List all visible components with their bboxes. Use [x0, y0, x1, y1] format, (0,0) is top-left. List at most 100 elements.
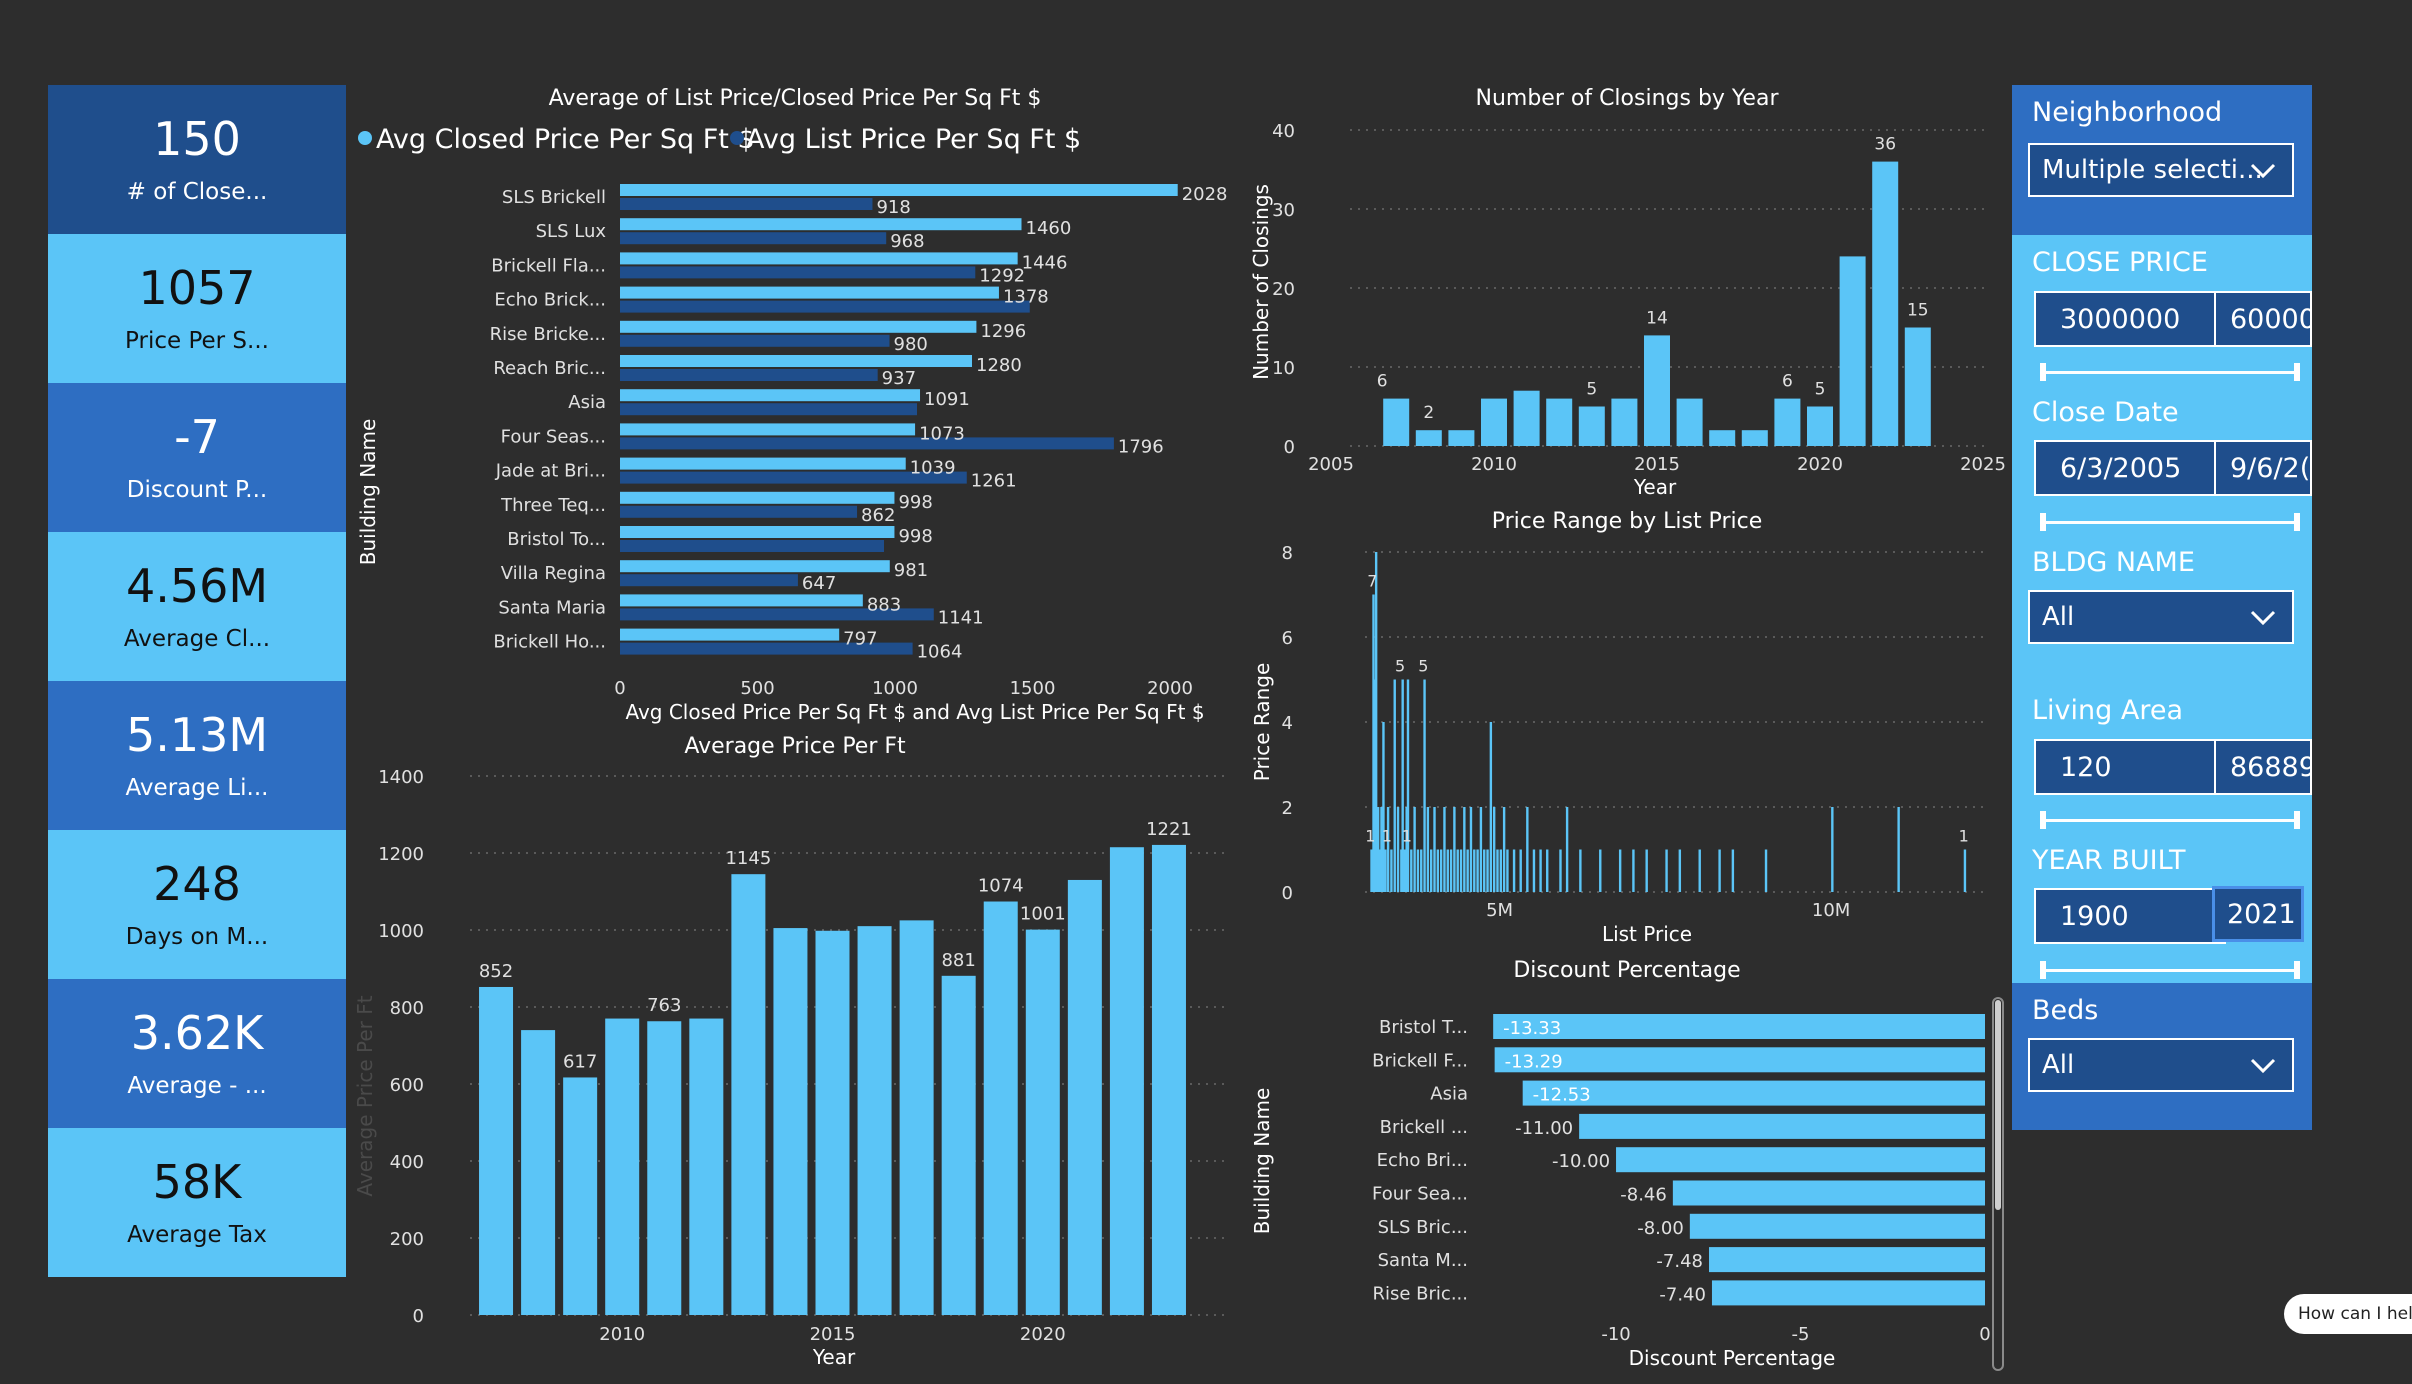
slider-handle-min[interactable] [2040, 363, 2046, 381]
kpi-card[interactable]: -7 Discount P... [48, 383, 346, 532]
slider-handle-min[interactable] [2040, 811, 2046, 829]
bar-closed [620, 560, 890, 573]
bar [1025, 929, 1060, 1315]
kpi-card[interactable]: 4.56M Average Cl... [48, 532, 346, 681]
slider-handle-max[interactable] [2294, 811, 2300, 829]
bar [1711, 1280, 1985, 1306]
bar [1963, 849, 1967, 892]
bar [1413, 807, 1416, 892]
bar [1390, 849, 1393, 892]
kpi-label: Average Li... [125, 774, 269, 801]
category-label: Rise Bric... [1373, 1283, 1469, 1304]
kpi-card[interactable]: 3.62K Average - ... [48, 979, 346, 1128]
bar [1373, 679, 1377, 892]
close-date-max-input[interactable]: 9/6/2( [2214, 440, 2312, 496]
bar-list [620, 505, 858, 518]
bar [1522, 1080, 1985, 1106]
bar [1383, 398, 1410, 446]
data-label: 15 [1907, 301, 1929, 321]
bar [1645, 849, 1648, 892]
beds-dropdown[interactable]: All [2028, 1038, 2294, 1092]
kpi-card[interactable]: 1057 Price Per S... [48, 234, 346, 383]
bar [1486, 849, 1489, 892]
y-tick-label: 1400 [378, 767, 424, 788]
scrollbar-thumb [1995, 1000, 2001, 1210]
bar [1546, 398, 1573, 446]
year-built-max-input[interactable]: 2021 [2212, 886, 2304, 942]
bar [815, 930, 850, 1315]
kpi-label: Price Per S... [125, 327, 269, 354]
bar [689, 1018, 724, 1315]
avg-price-per-ft-chart[interactable]: Average Price Per Ft 0 200 400 600 800 1000 120… [350, 726, 1240, 1376]
slider-handle-min[interactable] [2040, 513, 2046, 531]
living-area-max-input[interactable]: 86889 [2214, 739, 2312, 795]
data-label: 1 [1382, 827, 1392, 846]
kpi-label: Average Cl... [123, 625, 271, 652]
bar [1599, 849, 1602, 892]
y-tick-label: 40 [1272, 121, 1295, 142]
bar [1872, 161, 1899, 446]
bar [1448, 430, 1475, 446]
list-closed-ppsf-chart[interactable]: Average of List Price/Closed Price Per S… [350, 72, 1240, 732]
slider-handle-max[interactable] [2294, 363, 2300, 381]
data-label-closed: 1378 [1003, 287, 1049, 308]
slider-handle-max[interactable] [2294, 961, 2300, 979]
bar [1067, 879, 1102, 1315]
closings-by-year-chart[interactable]: Number of Closings by Year 0 10 20 30 40 6 2 5 14… [1245, 72, 2015, 502]
bar [1678, 849, 1682, 892]
data-label-list: 647 [802, 573, 836, 594]
bar-closed [620, 389, 921, 402]
bar [1439, 849, 1443, 892]
slicer-title: Beds [2032, 995, 2099, 1026]
help-chat-bubble[interactable]: How can I help [2284, 1294, 2412, 1334]
y-axis-label: Number of Closings [1249, 184, 1273, 380]
close-date-slider[interactable] [2040, 513, 2300, 531]
bar [1493, 1014, 1985, 1039]
y-tick-label: 1200 [378, 844, 424, 865]
data-label-closed: 1073 [919, 423, 965, 444]
bar [1386, 807, 1390, 892]
data-label-closed: 2028 [1182, 184, 1228, 205]
y-tick-label: 2 [1282, 798, 1293, 819]
bar-closed [620, 218, 1022, 231]
discount-pct-chart[interactable]: Discount Percentage Bristol T... -13.33 Bri… [1245, 946, 2015, 1384]
bar [1698, 849, 1701, 892]
living-area-slider[interactable] [2040, 811, 2300, 829]
close-price-slider[interactable] [2040, 363, 2300, 381]
data-label-closed: 1091 [924, 389, 970, 410]
x-tick-label: 2015 [1634, 454, 1680, 475]
kpi-card[interactable]: 5.13M Average Li... [48, 681, 346, 830]
y-tick-label: 0 [1284, 437, 1295, 458]
slider-handle-min[interactable] [2040, 961, 2046, 979]
bar [1456, 849, 1459, 892]
x-axis-label: Year [1633, 475, 1677, 499]
living-area-min-input[interactable]: 120 [2034, 739, 2226, 795]
bar-list [620, 642, 913, 655]
close-date-min-input[interactable]: 6/3/2005 [2034, 440, 2226, 496]
discount-pct-svg: Discount Percentage Bristol T... -13.33 Bri… [1250, 958, 2004, 1371]
kpi-card[interactable]: 150 # of Close... [48, 85, 346, 234]
bar [1401, 679, 1404, 892]
close-price-min-input[interactable]: 3000000 [2034, 291, 2226, 347]
bar-closed [620, 252, 1018, 265]
x-axis-label: Avg Closed Price Per Sq Ft $ and Avg Lis… [625, 700, 1204, 724]
bar [1415, 430, 1442, 446]
slider-handle-max[interactable] [2294, 513, 2300, 531]
bar-closed [620, 457, 906, 470]
neighborhood-dropdown[interactable]: Multiple selecti... [2028, 143, 2294, 197]
kpi-card[interactable]: 58K Average Tax [48, 1128, 346, 1277]
year-built-slider[interactable] [2040, 961, 2300, 979]
close-price-max-input[interactable]: 60000 [2214, 291, 2312, 347]
kpi-card[interactable]: 248 Days on M... [48, 830, 346, 979]
data-label: 5 [1815, 380, 1826, 400]
year-built-min-input[interactable]: 1900 [2034, 888, 2226, 944]
y-tick-label: 6 [1282, 628, 1293, 649]
price-range-chart[interactable]: Price Range by List Price 0 2 4 6 8 7 5 5 1 1 1 1 5M 1… [1245, 500, 2015, 950]
data-label-list: 918 [876, 197, 910, 218]
bar [1616, 1147, 1985, 1173]
data-label-list: 862 [861, 505, 895, 526]
kpi-value: 5.13M [125, 708, 269, 763]
kpi-value: 1057 [138, 261, 256, 316]
bldg-name-dropdown[interactable]: All [2028, 590, 2294, 644]
